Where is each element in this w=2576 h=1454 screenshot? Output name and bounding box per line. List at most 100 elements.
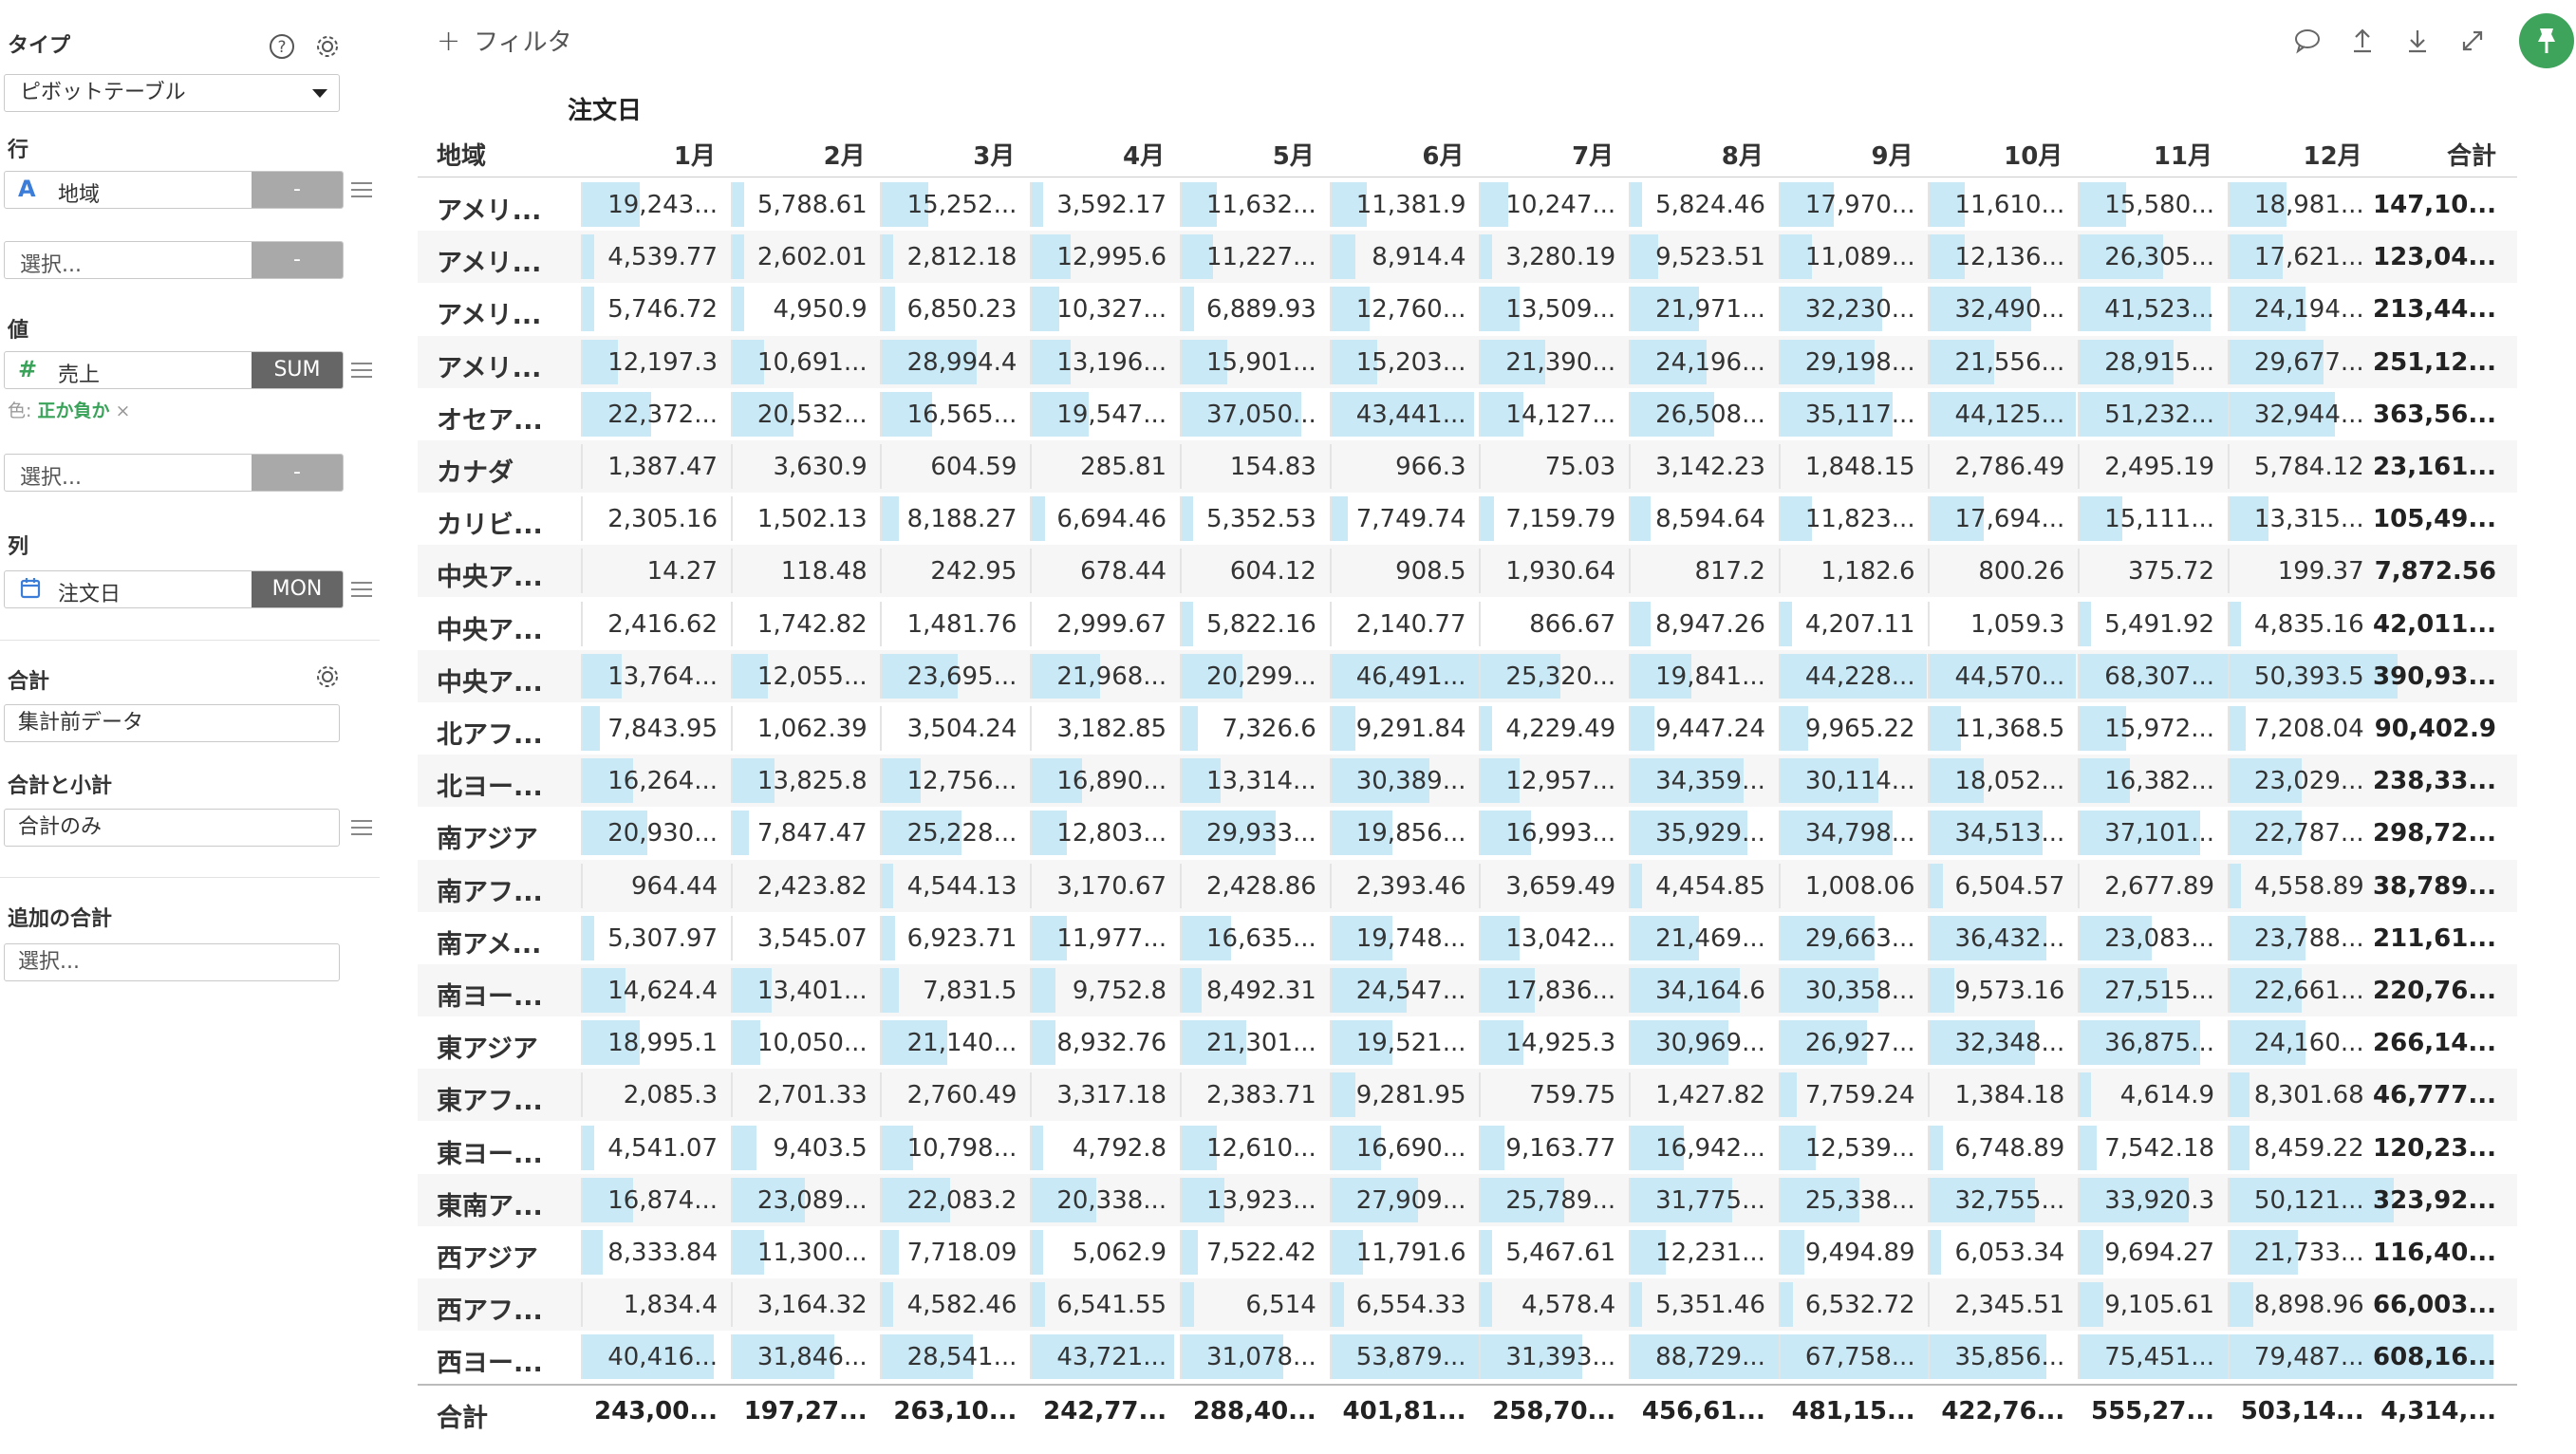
- table-cell[interactable]: 26,927...: [1778, 1020, 1921, 1066]
- table-cell[interactable]: 31,078...: [1179, 1334, 1322, 1380]
- table-cell[interactable]: 34,359...: [1628, 758, 1771, 804]
- table-cell[interactable]: 34,513...: [1928, 811, 2070, 856]
- table-cell[interactable]: 23,788...: [2227, 915, 2370, 960]
- table-cell[interactable]: 21,301...: [1179, 1020, 1322, 1066]
- table-cell[interactable]: 10,691...: [730, 339, 873, 384]
- table-cell[interactable]: 6,889.93: [1179, 287, 1322, 332]
- table-cell[interactable]: 4,229.49: [1479, 706, 1621, 751]
- row-total[interactable]: 251,12...: [2373, 347, 2496, 377]
- month-header-5[interactable]: 5月: [1272, 142, 1315, 171]
- table-cell[interactable]: 17,836...: [1479, 968, 1621, 1013]
- table-cell[interactable]: 26,508...: [1628, 391, 1771, 437]
- table-cell[interactable]: 18,052...: [1928, 758, 2070, 804]
- row-label[interactable]: 中央ア...: [437, 563, 543, 593]
- expand-icon[interactable]: [2456, 25, 2489, 57]
- table-cell[interactable]: 21,390...: [1479, 339, 1621, 384]
- month-header-4[interactable]: 4月: [1123, 142, 1166, 171]
- table-cell[interactable]: 11,977...: [1030, 915, 1172, 960]
- row-total[interactable]: 66,003...: [2373, 1291, 2496, 1320]
- table-cell[interactable]: 21,140...: [880, 1020, 1022, 1066]
- table-cell[interactable]: 11,632...: [1179, 182, 1322, 227]
- table-cell[interactable]: 67,758...: [1778, 1334, 2005, 1380]
- table-cell[interactable]: 964.44: [581, 863, 723, 908]
- table-cell[interactable]: 4,614.9: [2078, 1072, 2220, 1118]
- table-cell[interactable]: 7,159.79: [1479, 496, 1621, 542]
- grand-total-cell[interactable]: 288,40...: [1192, 1397, 1316, 1426]
- table-cell[interactable]: 1,427.82: [1628, 1072, 1771, 1118]
- table-cell[interactable]: 4,544.13: [880, 863, 1022, 908]
- table-cell[interactable]: 15,580...: [2078, 182, 2220, 227]
- table-cell[interactable]: 22,372...: [581, 391, 723, 437]
- table-cell[interactable]: 43,441...: [1329, 391, 1474, 437]
- table-cell[interactable]: 1,834.4: [581, 1282, 723, 1328]
- row-select-field[interactable]: 選択... -: [4, 241, 344, 279]
- table-cell[interactable]: 1,502.13: [730, 496, 873, 542]
- table-cell[interactable]: 3,142.23: [1628, 444, 1771, 489]
- table-cell[interactable]: 25,338...: [1778, 1177, 1921, 1222]
- column-field-order-date[interactable]: 注文日 MON: [4, 570, 344, 608]
- table-cell[interactable]: 34,798...: [1778, 811, 1921, 856]
- table-cell[interactable]: 44,228...: [1778, 653, 1927, 699]
- table-cell[interactable]: 2,495.19: [2078, 444, 2220, 489]
- table-cell[interactable]: 6,748.89: [1928, 1125, 2070, 1170]
- table-cell[interactable]: 285.81: [1030, 444, 1172, 489]
- table-cell[interactable]: 18,995.1: [581, 1020, 723, 1066]
- table-cell[interactable]: 2,428.86: [1179, 863, 1322, 908]
- row-select-agg-button[interactable]: -: [252, 242, 343, 278]
- table-cell[interactable]: 16,264...: [581, 758, 723, 804]
- column-field-menu-icon[interactable]: [351, 582, 372, 599]
- row-total[interactable]: 38,789...: [2373, 871, 2496, 901]
- table-cell[interactable]: 15,972...: [2078, 706, 2220, 751]
- table-cell[interactable]: 1,481.76: [880, 601, 1022, 646]
- table-cell[interactable]: 17,694...: [1928, 496, 2070, 542]
- table-cell[interactable]: 6,514: [1179, 1282, 1322, 1328]
- month-header-2[interactable]: 2月: [823, 142, 866, 171]
- table-cell[interactable]: 16,690...: [1329, 1125, 1472, 1170]
- value-select-agg-button[interactable]: -: [252, 455, 343, 491]
- table-cell[interactable]: 14,925.3: [1479, 1020, 1621, 1066]
- table-cell[interactable]: 2,140.77: [1329, 601, 1472, 646]
- table-cell[interactable]: 6,923.71: [880, 915, 1022, 960]
- table-cell[interactable]: 1,387.47: [581, 444, 723, 489]
- table-cell[interactable]: 22,787...: [2227, 811, 2370, 856]
- table-cell[interactable]: 17,970...: [1778, 182, 1921, 227]
- row-label[interactable]: 西アジア: [437, 1244, 538, 1274]
- table-cell[interactable]: 23,089...: [730, 1177, 873, 1222]
- table-cell[interactable]: 26,305...: [2078, 234, 2220, 280]
- table-cell[interactable]: 1,848.15: [1778, 444, 1921, 489]
- row-total[interactable]: 7,872.56: [2374, 557, 2496, 587]
- table-cell[interactable]: 9,447.24: [1628, 706, 1771, 751]
- table-cell[interactable]: 5,467.61: [1479, 1230, 1621, 1275]
- table-cell[interactable]: 51,232...: [2078, 391, 2249, 437]
- table-cell[interactable]: 19,243...: [581, 182, 723, 227]
- table-cell[interactable]: 5,351.46: [1628, 1282, 1771, 1328]
- table-cell[interactable]: 9,965.22: [1778, 706, 1921, 751]
- table-cell[interactable]: 44,570...: [1928, 653, 2077, 699]
- table-cell[interactable]: 16,382...: [2078, 758, 2220, 804]
- table-cell[interactable]: 33,920.3: [2078, 1177, 2220, 1222]
- table-cell[interactable]: 2,812.18: [880, 234, 1022, 280]
- chart-type-select[interactable]: ピボットテーブル: [4, 74, 340, 112]
- subtotal-select[interactable]: 合計のみ: [4, 809, 340, 847]
- table-cell[interactable]: 8,188.27: [880, 496, 1022, 542]
- table-cell[interactable]: 13,315...: [2227, 496, 2370, 542]
- grand-total-cell[interactable]: 422,76...: [1941, 1397, 2065, 1426]
- table-cell[interactable]: 31,393...: [1479, 1334, 1621, 1380]
- table-cell[interactable]: 13,825.8: [730, 758, 873, 804]
- month-header-3[interactable]: 3月: [973, 142, 1016, 171]
- table-cell[interactable]: 7,542.18: [2078, 1125, 2220, 1170]
- row-total[interactable]: 23,161...: [2373, 453, 2496, 481]
- table-cell[interactable]: 11,381.9: [1329, 182, 1472, 227]
- table-cell[interactable]: 7,326.6: [1179, 706, 1322, 751]
- table-cell[interactable]: 44,125...: [1928, 391, 2077, 437]
- table-cell[interactable]: 9,403.5: [730, 1125, 873, 1170]
- table-cell[interactable]: 12,610...: [1179, 1125, 1322, 1170]
- table-cell[interactable]: 12,197.3: [581, 339, 723, 384]
- table-cell[interactable]: 375.72: [2078, 549, 2220, 594]
- value-field-menu-icon[interactable]: [351, 363, 372, 380]
- table-cell[interactable]: 6,694.46: [1030, 496, 1172, 542]
- table-cell[interactable]: 966.3: [1329, 444, 1472, 489]
- table-cell[interactable]: 6,541.55: [1030, 1282, 1172, 1328]
- table-cell[interactable]: 12,803...: [1030, 811, 1172, 856]
- table-cell[interactable]: 18,981...: [2227, 182, 2370, 227]
